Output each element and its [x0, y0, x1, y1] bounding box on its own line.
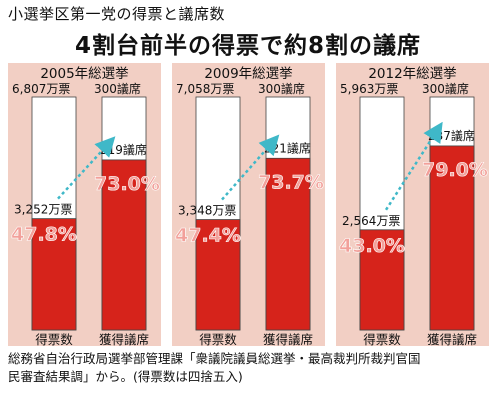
- panel-3-seat-share-label: 79.0%: [422, 159, 488, 181]
- panel-3-trend-arrow: [384, 121, 443, 211]
- panel-1-trend-arrow: [57, 136, 116, 200]
- panel-2-votes-total-label: 7,058万票: [176, 82, 234, 96]
- panel-1-vote-share-label: 47.8%: [11, 224, 77, 246]
- panel-2-votes-count-label: 3,348万票: [178, 204, 236, 218]
- panel-1-category-label-2: 獲得議席: [99, 332, 149, 347]
- panel-3-seats-total-label: 300議席: [422, 81, 469, 96]
- panel-1-bar-share-1: [31, 218, 77, 331]
- panel-2-year-title: 2009年総選挙: [204, 66, 293, 82]
- panel-3-bar-share-2: [429, 145, 475, 331]
- panel-3-votes-total-label: 5,963万票: [340, 82, 398, 96]
- panel-3-seats-count-label: 237議席: [428, 128, 475, 143]
- panel-2-seat-share-label: 73.7%: [258, 171, 324, 193]
- panel-1-votes-count-label: 3,252万票: [14, 203, 72, 217]
- panel-2-vote-share-label: 47.4%: [175, 225, 241, 247]
- panel-2-category-label-1: 得票数: [199, 332, 237, 347]
- panel-2-seats-total-label: 300議席: [258, 81, 305, 96]
- panel-3-vote-share-label: 43.0%: [339, 235, 405, 257]
- panel-1-bar-share-2: [101, 159, 147, 331]
- panel-3-votes-count-label: 2,564万票: [342, 214, 400, 228]
- panel-2-bar-share-1: [195, 219, 241, 331]
- panel-2-category-label-2: 獲得議席: [263, 332, 313, 347]
- source-note: 総務省自治行政局選挙部管理課「衆議院議員総選挙・最高裁判所裁判官国 民審査結果調…: [8, 350, 492, 386]
- panel-1-year-title: 2005年総選挙: [40, 66, 129, 82]
- panel-3-bar-share-1: [359, 229, 405, 331]
- panel-2-seats-count-label: 221議席: [264, 140, 311, 155]
- source-line-2: 民審査結果調」から。(得票数は四捨五入): [8, 369, 243, 384]
- panel-3-year-title: 2012年総選挙: [368, 66, 457, 82]
- chart-subtitle: 小選挙区第一党の得票と議席数: [8, 5, 226, 23]
- panel-3-category-label-1: 得票数: [363, 332, 401, 347]
- panel-3-category-label-2: 獲得議席: [427, 332, 477, 347]
- panel-1-seats-total-label: 300議席: [94, 81, 141, 96]
- panel-2-bar-share-2: [265, 157, 311, 331]
- chart-title: 4割台前半の得票で約8割の議席: [74, 33, 421, 59]
- panel-1-category-label-1: 得票数: [35, 332, 73, 347]
- source-line-1: 総務省自治行政局選挙部管理課「衆議院議員総選挙・最高裁判所裁判官国: [8, 351, 421, 366]
- panel-1-seat-share-label: 73.0%: [94, 173, 160, 195]
- panel-1-votes-total-label: 6,807万票: [12, 82, 70, 96]
- panel-2-trend-arrow: [221, 134, 280, 201]
